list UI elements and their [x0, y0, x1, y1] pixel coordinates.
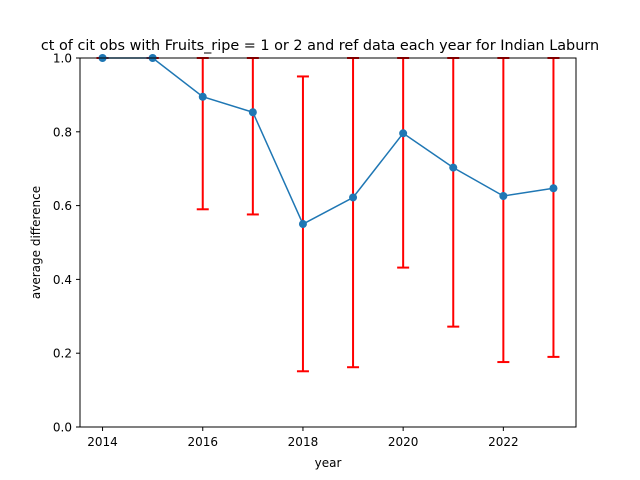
errorbars	[96, 57, 560, 373]
data-point-2017	[248, 108, 257, 117]
x-tick-label: 2014	[87, 435, 118, 449]
series-line-group	[102, 57, 554, 226]
data-point-2023	[549, 184, 558, 193]
y-tick-label: 0.8	[53, 125, 72, 139]
y-axis-ticks: 0.0 0.2 0.4 0.6 0.8 1.0	[53, 52, 80, 435]
data-point-2018	[298, 220, 307, 229]
data-point-2016	[198, 92, 207, 101]
x-tick-label: 2016	[187, 435, 218, 449]
x-axis-label: year	[315, 456, 342, 470]
y-axis-label: average difference	[29, 186, 43, 299]
data-point-2022	[499, 192, 508, 201]
y-tick-label: 0.6	[53, 199, 72, 213]
data-point-2021	[449, 163, 458, 172]
x-tick-label: 2018	[288, 435, 319, 449]
y-tick-label: 0.4	[53, 273, 72, 287]
series-line	[102, 57, 554, 226]
plot-frame	[79, 57, 577, 428]
y-tick-label: 0.0	[53, 421, 72, 435]
x-tick-label: 2022	[488, 435, 519, 449]
y-tick-label: 0.2	[53, 347, 72, 361]
data-point-2019	[349, 193, 358, 202]
data-point-2020	[399, 129, 408, 138]
markers	[98, 54, 558, 229]
y-tick-label: 1.0	[53, 52, 72, 66]
chart-title: ct of cit obs with Fruits_ripe = 1 or 2 …	[41, 38, 599, 54]
x-axis-ticks: 2014 2016 2018 2020 2022	[87, 427, 519, 449]
x-tick-label: 2020	[388, 435, 419, 449]
